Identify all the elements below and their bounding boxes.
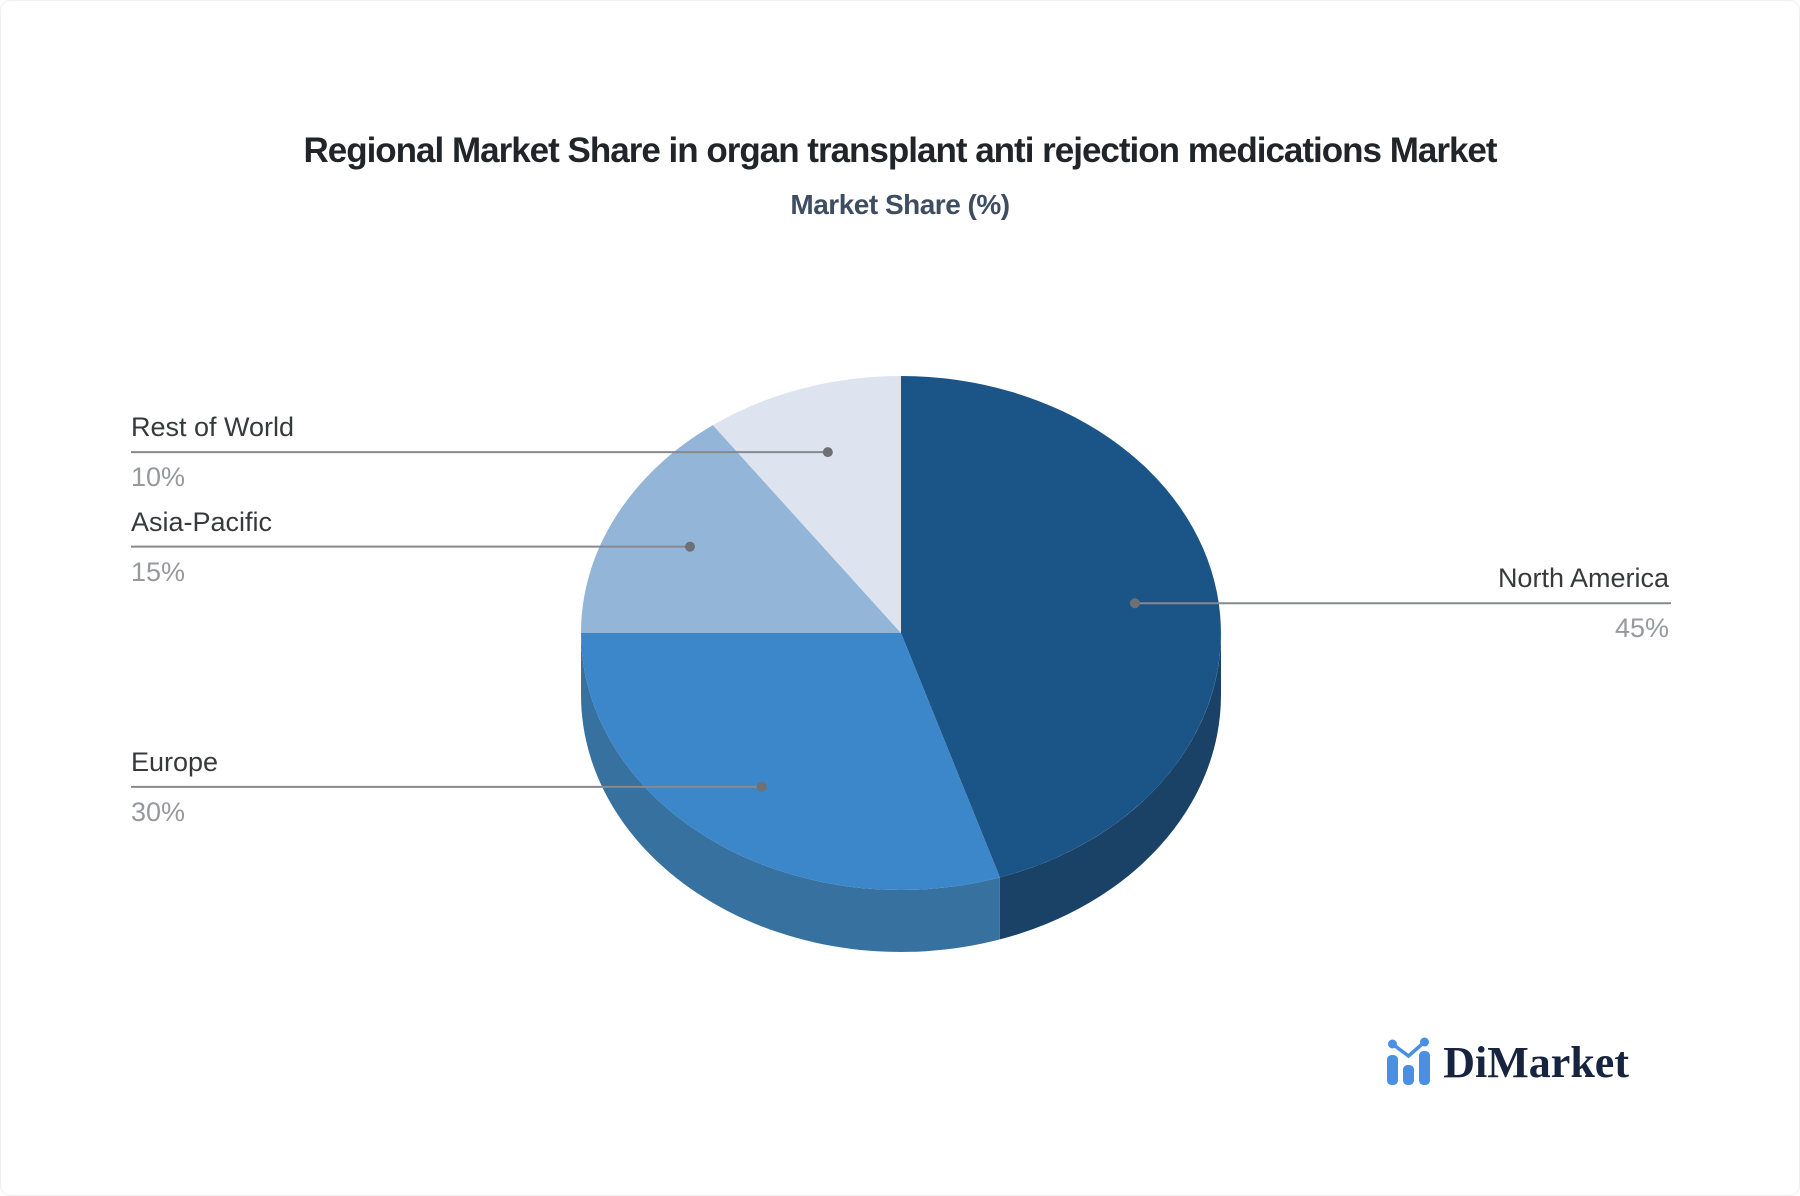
slice-value-asia-pacific: 15% xyxy=(131,556,186,587)
slice-value-rest-of-world: 10% xyxy=(131,462,186,493)
leader-dot xyxy=(822,447,833,458)
slice-label-asia-pacific: Asia-Pacific xyxy=(131,506,273,537)
pie-slice-europe[interactable] xyxy=(581,633,1000,890)
slice-label-north-america: North America xyxy=(1497,563,1669,594)
logo-text: DiMarket xyxy=(1443,1038,1629,1087)
slice-label-rest-of-world: Rest of World xyxy=(131,412,295,443)
chart-subtitle: Market Share (%) xyxy=(790,189,1010,220)
pie-side-north-america xyxy=(999,633,1221,940)
leader-dot xyxy=(756,781,767,792)
pie-slice-asia-pacific[interactable] xyxy=(581,425,901,633)
pie-side-europe xyxy=(581,633,1000,952)
dimarket-logo: DiMarket xyxy=(1387,1037,1629,1085)
slice-value-north-america: 45% xyxy=(1614,613,1669,644)
slice-value-europe: 30% xyxy=(131,796,186,827)
pie-slice-north-america[interactable] xyxy=(901,376,1221,878)
leader-dot xyxy=(685,541,696,552)
chart-title: Regional Market Share in organ transplan… xyxy=(303,131,1497,170)
leader-dot xyxy=(1129,598,1140,609)
pie-slice-rest-of-world[interactable] xyxy=(712,376,901,633)
slice-label-europe: Europe xyxy=(131,746,219,777)
logo-bar-chart-icon xyxy=(1387,1037,1431,1085)
